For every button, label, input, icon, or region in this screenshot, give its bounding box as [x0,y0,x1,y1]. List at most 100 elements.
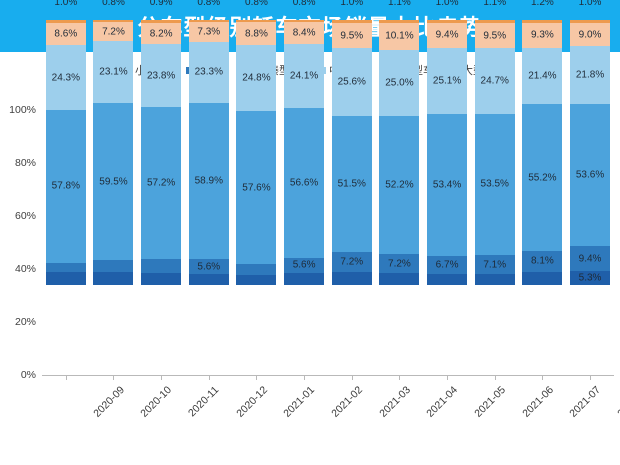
bar-segment-value-label: 9.0% [578,29,602,41]
bar-segment[interactable]: 23.1% [93,41,134,103]
y-axis-tick-label: 40% [14,263,36,275]
bar-segment[interactable]: 4.1% [474,262,515,285]
bar-segment[interactable]: 4.3% [427,262,468,285]
bar-column[interactable]: 5.1%7.2% 51.5% 25.6% 9.5% 1.0% [331,0,372,285]
bar-segment[interactable]: 0.8% [188,0,229,23]
bar-segment-value-label: 24.8% [242,72,271,84]
bar-segment[interactable]: 1.2% [522,0,563,24]
bar-segment[interactable]: 24.1% [284,44,325,109]
bar-segment[interactable]: 5.2% [141,247,182,273]
bar-column[interactable]: 4.9%8.1% 55.2% 21.4% 9.3% 1.2% [522,0,563,285]
bar-segment[interactable]: 25.6% [331,48,372,116]
bar-segment[interactable]: 4.1% [188,262,229,285]
bar-segment[interactable]: 9.0% [570,22,611,47]
bar-segment[interactable]: 10.1% [379,22,420,50]
bar-column[interactable]: 5.3% 9.4% 53.6% 21.8% 9.0% 1.0% [570,0,611,285]
bar-segment[interactable]: 8.1% [522,250,563,273]
bar-segment[interactable]: 57.6% [236,111,277,264]
bar-segment[interactable]: 0.8% [284,0,325,23]
bar-segment[interactable]: 52.2% [379,115,420,255]
bar-segment[interactable]: 3.7% [236,263,277,285]
bar-segment[interactable]: 7.2% [379,254,420,274]
bar-segment[interactable]: 4.3% [236,252,277,276]
bar-segment[interactable]: 53.6% [570,104,611,247]
bar-segment[interactable]: 9.4% [427,22,468,48]
bar-segment[interactable]: 9.5% [331,22,372,49]
bar-segment[interactable]: 0.9% [141,0,182,23]
bar-segment[interactable]: 0.8% [236,0,277,23]
bar-segment[interactable]: 25.1% [427,47,468,115]
bar-column[interactable]: 4.1%5.6% 58.9% 23.3% 7.3% 0.8% [188,0,229,285]
bar-segment[interactable]: 7.1% [474,255,515,275]
bar-segment[interactable]: 24.7% [474,48,515,114]
bar-segment[interactable]: 1.0% [45,0,86,23]
x-axis-tick-mark [399,376,400,380]
x-axis-tick-label: 2021-01 [281,384,318,420]
bar-column[interactable]: 4.6%5.2% 57.2% 23.8% 8.2% 0.9% [141,0,182,285]
bar-segment[interactable]: 57.8% [45,109,86,264]
bar-segment[interactable]: 5.6% [188,259,229,275]
bar-segment[interactable]: 7.3% [188,22,229,42]
bar-segment[interactable]: 5.1% [45,260,86,285]
bar-segment[interactable]: 55.2% [522,104,563,251]
bar-segment[interactable]: 23.3% [188,41,229,104]
bar-segment[interactable]: 9.3% [522,23,563,48]
bar-segment[interactable]: 1.1% [379,0,420,23]
bar-column[interactable]: 4.9%4.4% 59.5% 23.1% 7.2% 0.8% [93,0,134,285]
bar-segment[interactable]: 23.8% [141,44,182,108]
bar-segment[interactable]: 7.2% [331,252,372,272]
bar-segment[interactable]: 8.4% [284,22,325,45]
bar-segment[interactable]: 58.9% [188,103,229,260]
bar-segment[interactable]: 4.4% [379,261,420,285]
bar-segment[interactable]: 8.6% [45,22,86,46]
bar-column[interactable]: 4.1%7.1% 53.5% 24.7% 9.5% 1.1% [474,0,515,285]
bar-segment[interactable]: 8.8% [236,22,277,46]
bar-segment[interactable]: 1.1% [474,0,515,23]
bar-segment[interactable]: 8.2% [141,22,182,45]
bar-segment[interactable]: 57.2% [141,107,182,260]
bar-segment[interactable]: 5.6% [284,258,325,273]
bar-segment[interactable]: 6.7% [427,255,468,274]
x-axis-tick-mark [495,376,496,380]
bar-column[interactable]: 5.1%3.2% 57.8% 24.3% 8.6% 1.0% [45,0,86,285]
bar-segment[interactable]: 51.5% [331,115,372,253]
x-axis-tick-label: 2021-02 [329,384,366,420]
bar-segment[interactable]: 4.9% [93,260,134,285]
bar-segment[interactable]: 0.8% [93,0,134,23]
bar-segment[interactable]: 21.8% [570,46,611,105]
bar-column[interactable]: 4.3%6.7% 53.4% 25.1% 9.4% 1.0% [427,0,468,285]
x-axis-tick-label: 2020-12 [234,384,271,420]
bar-segment[interactable]: 9.5% [474,22,515,49]
bar-segment[interactable]: 4.9% [522,260,563,285]
bar-segment[interactable]: 5.1% [331,260,372,285]
bar-segment[interactable]: 1.0% [570,0,611,23]
bar-segment[interactable]: 25.0% [379,49,420,116]
bar-segment[interactable]: 4.6% [141,261,182,285]
bar-segment[interactable]: 56.6% [284,108,325,259]
bar-column[interactable]: 4.4%7.2% 52.2% 25.0% 10.1% 1.1% [379,0,420,285]
bar-segment[interactable]: 53.5% [474,113,515,256]
bar-segment[interactable]: 53.4% [427,114,468,256]
bar-segment[interactable]: 9.4% [570,246,611,271]
bar-segment[interactable]: 1.0% [331,0,372,23]
y-axis-tick-label: 80% [14,157,36,169]
bar-segment[interactable]: 21.4% [522,47,563,105]
bar-segment-value-label: 23.3% [194,66,223,78]
bar-column[interactable]: 4.6%5.6% 56.6% 24.1% 8.4% 0.8% [284,0,325,285]
bar-column[interactable]: 3.7%4.3% 57.6% 24.8% 8.8% 0.8% [236,0,277,285]
bar-segment[interactable]: 4.6% [284,261,325,285]
bar-segment-value-label: 53.6% [575,169,605,181]
bar-segment[interactable]: 24.3% [45,45,86,110]
x-axis-tick-mark [352,376,353,380]
bar-segment[interactable]: 4.4% [93,248,134,273]
x-axis-line [42,375,614,376]
bar-segment-value-label: 25.0% [385,77,414,89]
bar-segment-value-label: 7.3% [197,26,221,38]
bar-segment[interactable]: 59.5% [93,102,134,261]
y-axis-tick-label: 100% [9,104,36,116]
bar-segment[interactable]: 5.3% [570,270,611,285]
bar-segment[interactable]: 1.0% [427,0,468,23]
bar-segment[interactable]: 24.8% [236,45,277,112]
bar-segment[interactable]: 3.2% [45,251,86,272]
bar-segment[interactable]: 7.2% [93,22,134,42]
